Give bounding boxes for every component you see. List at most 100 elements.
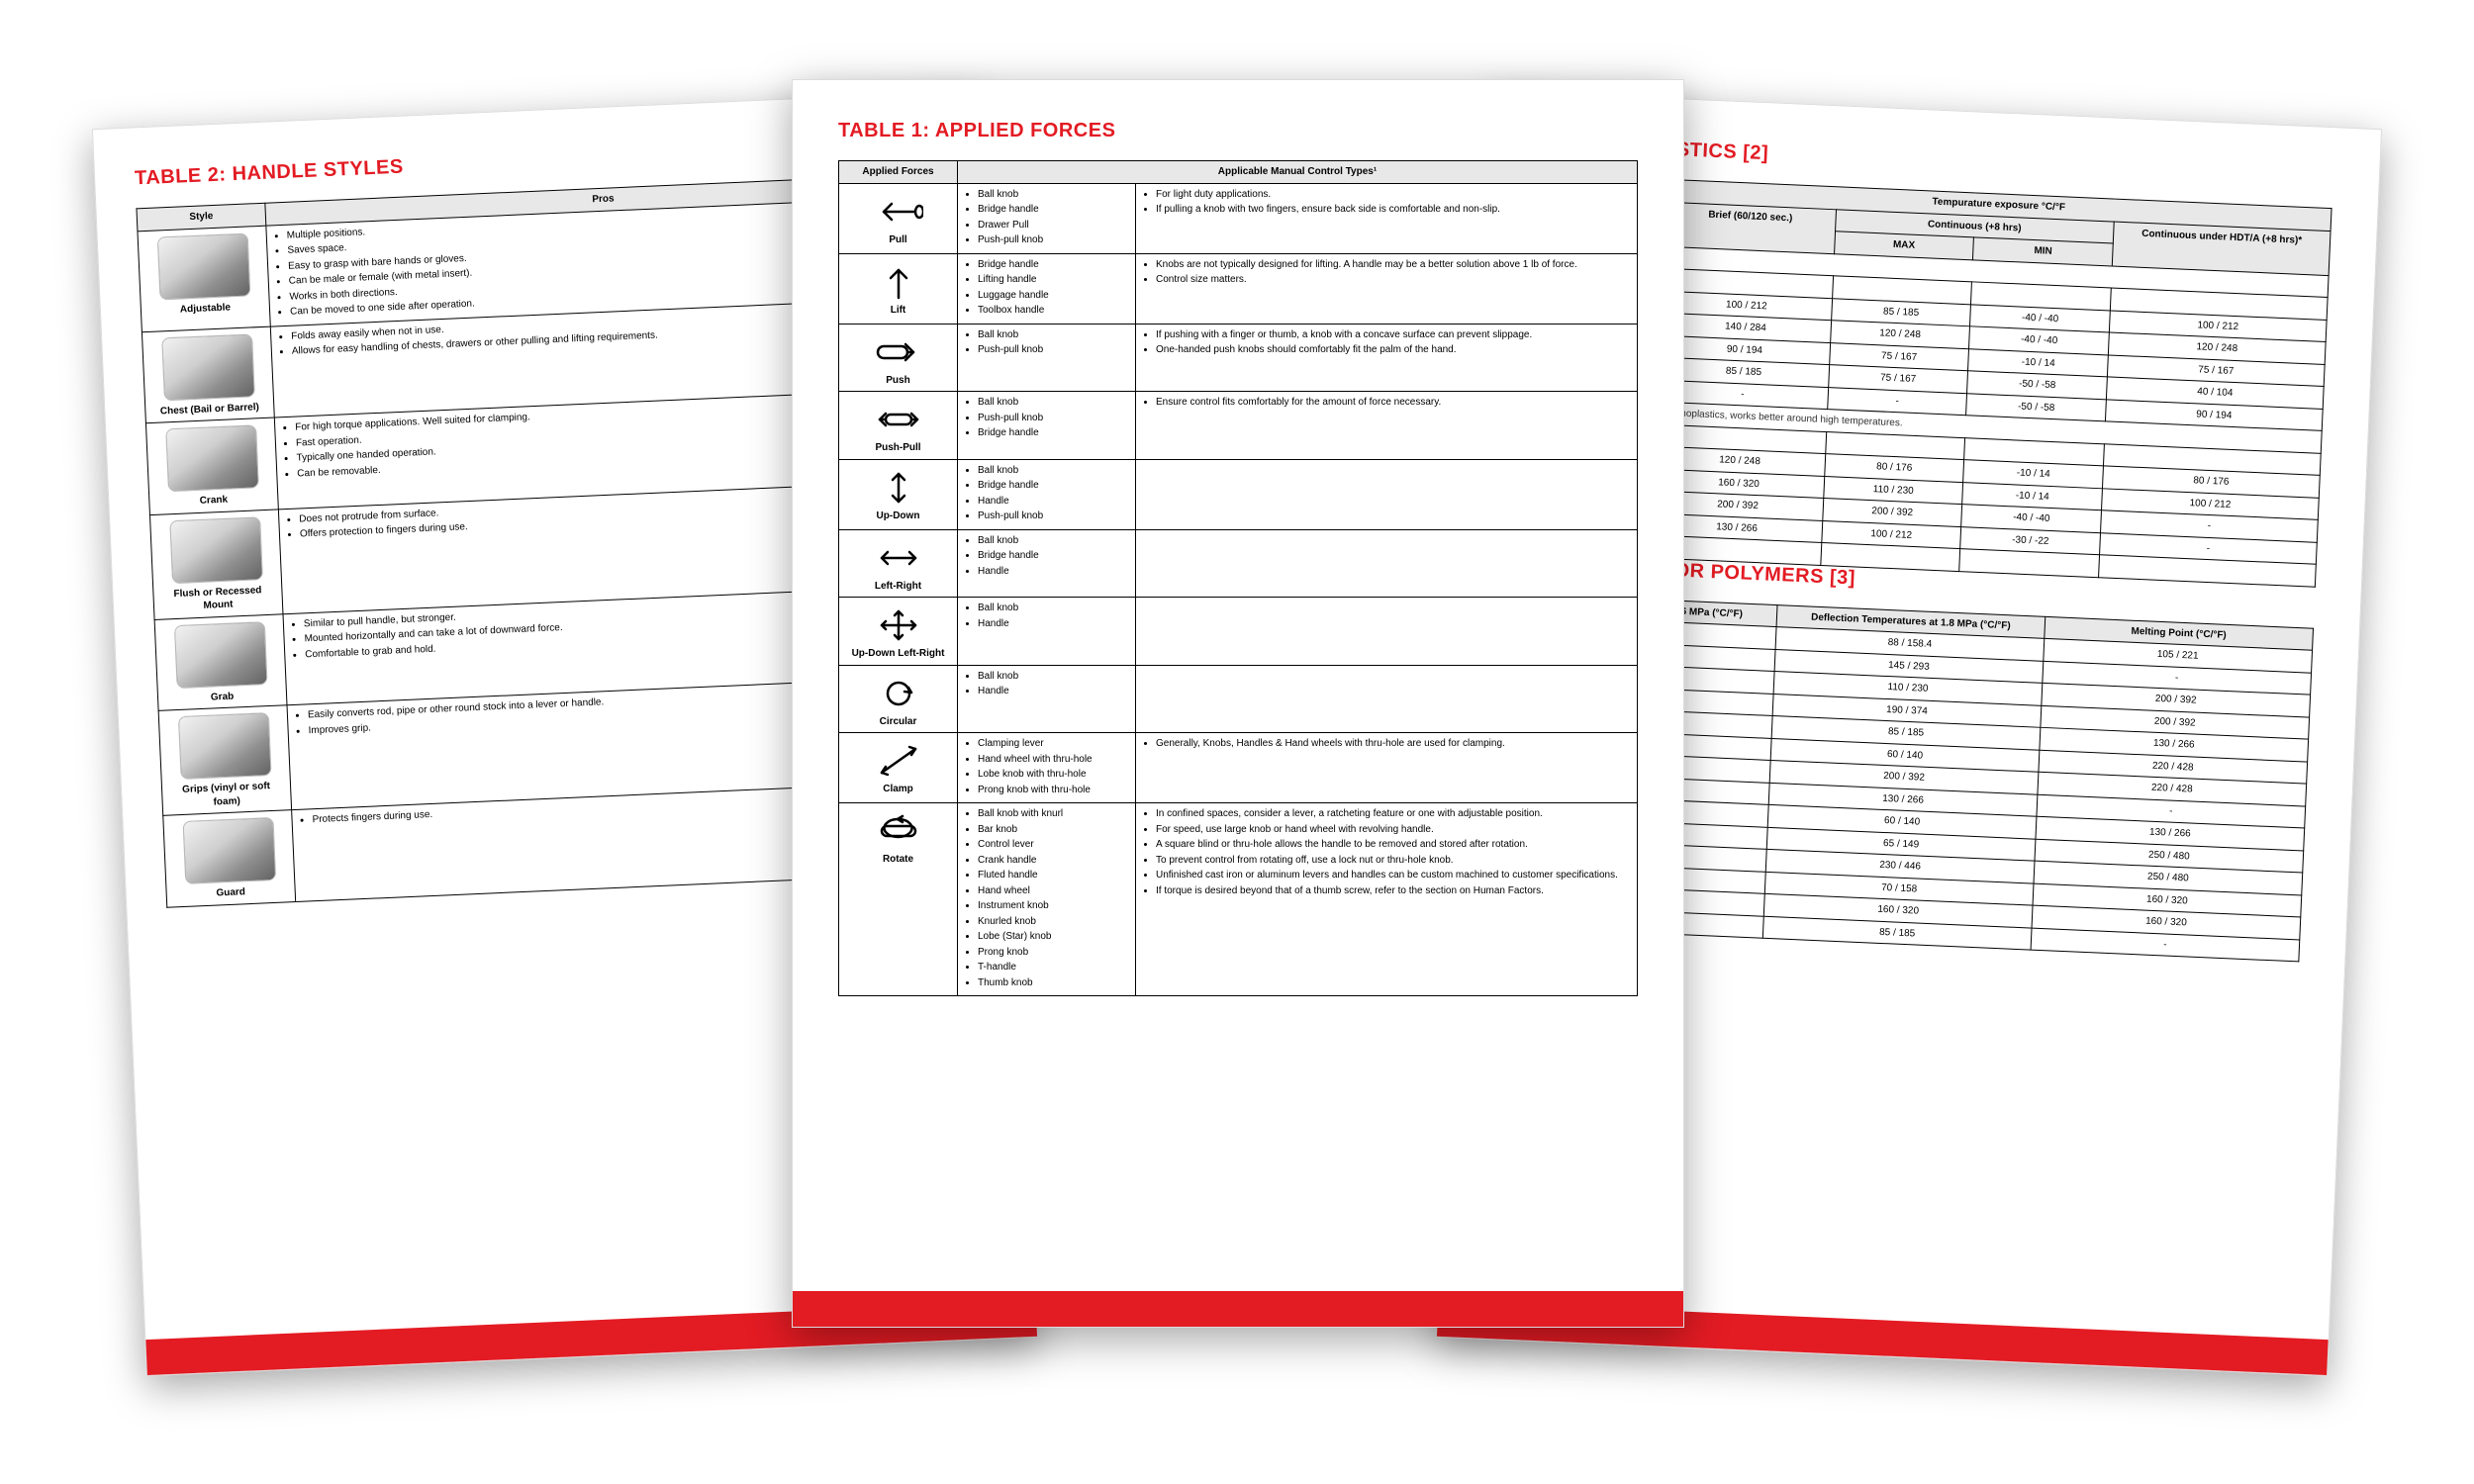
control-item: Ball knob bbox=[978, 602, 1129, 615]
control-item: Instrument knob bbox=[978, 899, 1129, 913]
control-item: Handle bbox=[978, 565, 1129, 579]
canvas: TABLE 2: HANDLE STYLES Style Pros Adjust… bbox=[0, 0, 2474, 1484]
force-cell: Circular bbox=[839, 665, 958, 733]
control-item: Ball knob bbox=[978, 328, 1129, 342]
style-cell: Grab bbox=[154, 613, 287, 710]
force-label: Pull bbox=[845, 233, 951, 247]
control-item: Hand wheel with thru-hole bbox=[978, 753, 1129, 767]
control-item: Handle bbox=[978, 495, 1129, 509]
table1-row: Rotate Ball knob with knurl Bar knobContro… bbox=[839, 803, 1638, 996]
style-cell: Crank bbox=[145, 417, 278, 514]
style-label: Grab bbox=[164, 688, 280, 706]
force-cell: Up-Down Left-Right bbox=[839, 598, 958, 666]
control-item: Luggage handle bbox=[978, 289, 1129, 303]
controls-cell: Ball knob Push-pull knobBridge handle bbox=[958, 392, 1136, 460]
force-label: Up-Down Left-Right bbox=[845, 647, 951, 661]
table1-row: LiftBridge handleLifting handleLuggage h… bbox=[839, 253, 1638, 324]
table1: Applied Forces Applicable Manual Control… bbox=[838, 160, 1638, 996]
note-item: To prevent control from rotating off, us… bbox=[1156, 854, 1631, 868]
control-item: Lobe (Star) knob bbox=[978, 930, 1129, 944]
style-label: Flush or Recessed Mount bbox=[159, 583, 276, 614]
style-cell: Chest (Bail or Barrel) bbox=[142, 326, 274, 423]
control-item: Bar knob bbox=[978, 823, 1129, 837]
control-item: Push-pull knob bbox=[978, 412, 1129, 425]
table1-row: CircularBall knobHandle bbox=[839, 665, 1638, 733]
controls-cell: Ball knob Handle bbox=[958, 598, 1136, 666]
control-item: Fluted handle bbox=[978, 869, 1129, 882]
style-cell: Flush or Recessed Mount bbox=[149, 509, 282, 619]
note-item: For speed, use large knob or hand wheel … bbox=[1156, 823, 1631, 837]
note-item: Ensure control fits comfortably for the … bbox=[1156, 396, 1631, 410]
note-item: Generally, Knobs, Handles & Hand wheels … bbox=[1156, 737, 1631, 751]
table1-row: Up-DownBall knobBridge handleHandlePush-… bbox=[839, 459, 1638, 529]
t1-hdr-types: Applicable Manual Control Types¹ bbox=[958, 161, 1638, 184]
control-item: Prong knob with thru-hole bbox=[978, 784, 1129, 797]
controls-cell: Ball knobBridge handleDrawer PullPush-pu… bbox=[958, 183, 1136, 253]
controls-cell: Ball knobBridge handleHandlePush-pull kn… bbox=[958, 459, 1136, 529]
style-thumb bbox=[165, 424, 259, 492]
controls-cell: Ball knobPush-pull knob bbox=[958, 324, 1136, 392]
control-item: Control lever bbox=[978, 838, 1129, 852]
control-item: Lobe knob with thru-hole bbox=[978, 768, 1129, 782]
force-label: Clamp bbox=[845, 783, 951, 796]
force-cell: Clamp bbox=[839, 733, 958, 803]
notes-cell: Ensure control fits comfortably for the … bbox=[1136, 392, 1638, 460]
note-item: In confined spaces, consider a lever, a … bbox=[1156, 807, 1631, 821]
style-label: Guard bbox=[172, 883, 288, 902]
control-item: Lifting handle bbox=[978, 273, 1129, 287]
force-label: Left-Right bbox=[845, 580, 951, 594]
control-item: Ball knob bbox=[978, 188, 1129, 202]
style-label: Adjustable bbox=[147, 299, 263, 318]
control-item: Ball knob bbox=[978, 534, 1129, 548]
control-item: Ball knob bbox=[978, 396, 1129, 410]
control-item: Clamping lever bbox=[978, 737, 1129, 751]
style-thumb bbox=[177, 712, 271, 780]
notes-cell: For light duty applications.If pulling a… bbox=[1136, 183, 1638, 253]
table1-row: Up-Down Left-Right Ball knob Handle bbox=[839, 598, 1638, 666]
t1-hdr-force: Applied Forces bbox=[839, 161, 958, 184]
force-label: Push-Pull bbox=[845, 441, 951, 455]
note-item: One-handed push knobs should comfortably… bbox=[1156, 343, 1631, 357]
control-item: Crank handle bbox=[978, 854, 1129, 868]
force-cell: Up-Down bbox=[839, 459, 958, 529]
control-item: Knurled knob bbox=[978, 915, 1129, 929]
force-cell: Rotate bbox=[839, 803, 958, 996]
controls-cell: Clamping lever Hand wheel with thru-holeL… bbox=[958, 733, 1136, 803]
control-item: Prong knob bbox=[978, 946, 1129, 960]
style-thumb bbox=[182, 817, 276, 884]
table1-row: Clamp Clamping lever Hand wheel with thru-… bbox=[839, 733, 1638, 803]
notes-cell bbox=[1136, 598, 1638, 666]
note-item: For light duty applications. bbox=[1156, 188, 1631, 202]
control-item: Hand wheel bbox=[978, 884, 1129, 898]
control-item: Bridge handle bbox=[978, 203, 1129, 217]
style-thumb bbox=[169, 516, 263, 584]
control-item: Bridge handle bbox=[978, 426, 1129, 440]
notes-cell: If pushing with a finger or thumb, a kno… bbox=[1136, 324, 1638, 392]
force-cell: Left-Right bbox=[839, 529, 958, 598]
note-item: A square blind or thru-hole allows the h… bbox=[1156, 838, 1631, 852]
note-item: If torque is desired beyond that of a th… bbox=[1156, 884, 1631, 898]
red-bar-center bbox=[793, 1291, 1683, 1327]
force-cell: Push bbox=[839, 324, 958, 392]
style-label: Grips (vinyl or soft foam) bbox=[168, 779, 285, 810]
control-item: Thumb knob bbox=[978, 976, 1129, 990]
control-item: Ball knob bbox=[978, 670, 1129, 684]
style-cell: Grips (vinyl or soft foam) bbox=[158, 705, 291, 816]
controls-cell: Ball knob with knurl Bar knobControl leve… bbox=[958, 803, 1136, 996]
control-item: Ball knob with knurl bbox=[978, 807, 1129, 821]
controls-cell: Ball knobBridge handle Handle bbox=[958, 529, 1136, 598]
controls-cell: Bridge handleLifting handleLuggage handl… bbox=[958, 253, 1136, 324]
table1-row: Left-Right Ball knobBridge handle Handle bbox=[839, 529, 1638, 598]
note-item: If pushing with a finger or thumb, a kno… bbox=[1156, 328, 1631, 342]
notes-cell: Generally, Knobs, Handles & Hand wheels … bbox=[1136, 733, 1638, 803]
force-cell: Pull bbox=[839, 183, 958, 253]
style-label: Crank bbox=[155, 492, 271, 510]
force-label: Circular bbox=[845, 715, 951, 729]
table1-row: Pull Ball knobBridge handleDrawer PullPus… bbox=[839, 183, 1638, 253]
control-item: Handle bbox=[978, 617, 1129, 631]
notes-cell bbox=[1136, 665, 1638, 733]
table1-row: PushBall knobPush-pull knob If pushing wi… bbox=[839, 324, 1638, 392]
control-item: Ball knob bbox=[978, 464, 1129, 478]
note-item: If pulling a knob with two fingers, ensu… bbox=[1156, 203, 1631, 217]
control-item: Bridge handle bbox=[978, 549, 1129, 563]
